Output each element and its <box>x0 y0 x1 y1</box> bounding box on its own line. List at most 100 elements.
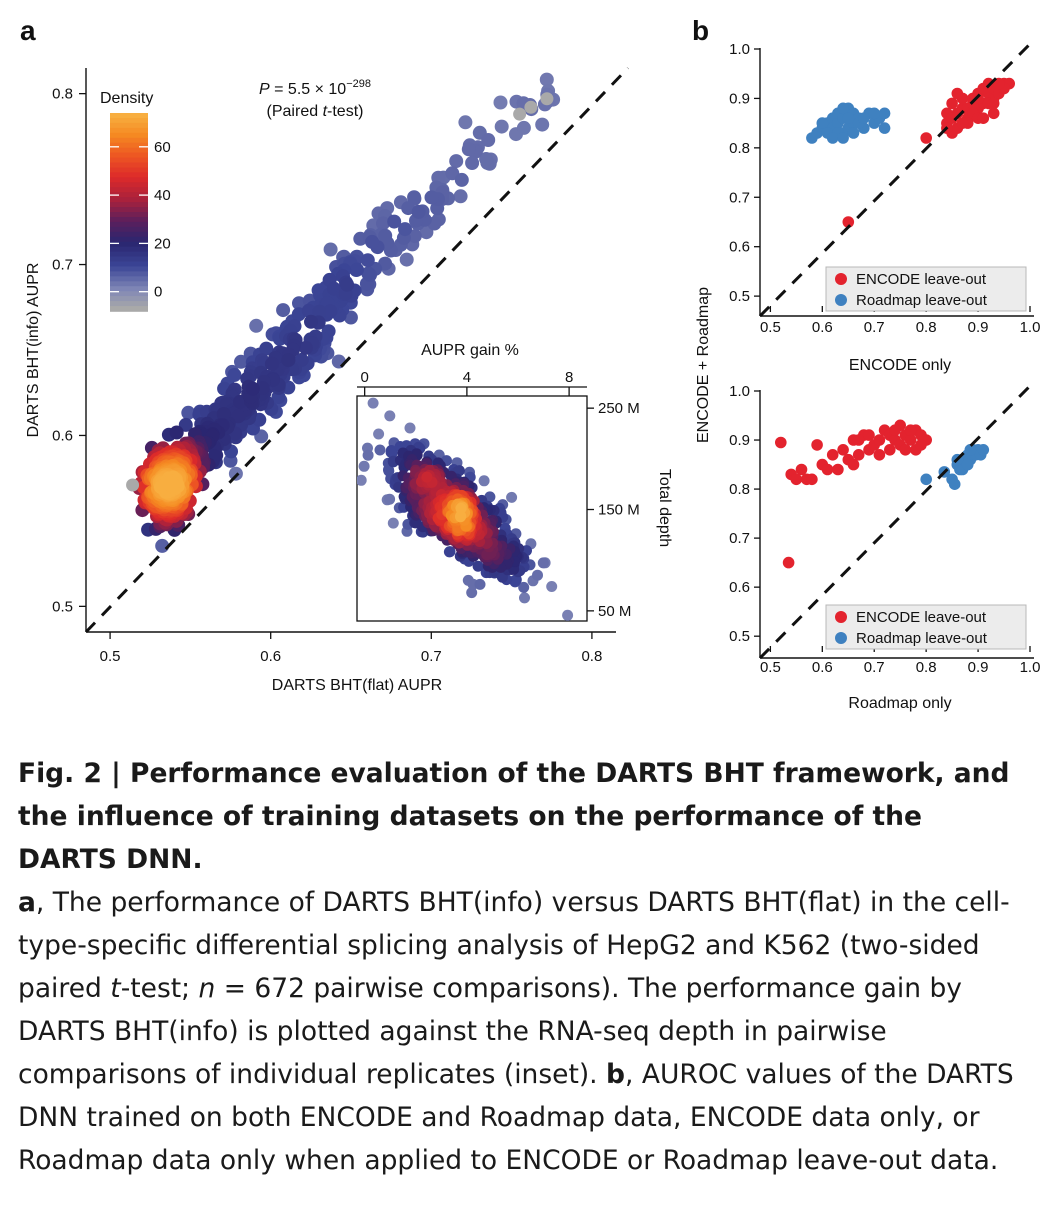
scatter-point <box>795 463 808 476</box>
axis-ticks-b-bottom: 0.5 0.6 0.7 0.8 0.9 1.0 0.5 0.6 0.7 0.8 0.9 1.0 <box>729 383 1040 676</box>
identity-line-b-top <box>758 42 1032 318</box>
scatter-point <box>276 303 291 318</box>
y-tick-label: 0.7 <box>729 189 750 206</box>
panel-label-b: b <box>692 15 709 46</box>
colorbar-swatch <box>110 187 148 193</box>
scatter-point <box>516 120 531 135</box>
scatter-point <box>832 463 844 476</box>
colorbar-swatch <box>110 246 148 253</box>
legend-swatch <box>835 611 847 623</box>
scatter-point <box>361 266 376 281</box>
caption-title: Fig. 2 | Performance evaluation of the D… <box>18 758 1010 875</box>
scatter-point <box>323 242 338 257</box>
x-axis-label-inset: AUPR gain % <box>421 342 519 359</box>
scatter-point <box>424 190 439 205</box>
inset-point <box>358 460 370 472</box>
colorbar-swatch <box>110 251 148 258</box>
inset-point <box>532 569 543 581</box>
y-tick-label: 0.7 <box>729 530 750 547</box>
outlier-point <box>126 478 140 492</box>
inset-point <box>367 397 379 409</box>
colorbar-swatch <box>110 306 148 312</box>
y-tick-label: 0.8 <box>729 481 750 498</box>
x-tick-label: 1.0 <box>1020 319 1041 336</box>
colorbar-swatch <box>110 113 148 119</box>
y-tick-label: 0.8 <box>729 140 750 157</box>
scatter-point <box>458 115 473 130</box>
inset-point <box>519 592 530 604</box>
x-axis-label-a: DARTS BHT(flat) AUPR <box>272 677 442 694</box>
x-tick-label: 0.8 <box>916 659 937 676</box>
x-tick-label: 0.9 <box>968 659 989 676</box>
x-tick-label: 0.7 <box>421 648 442 665</box>
test-close: -test) <box>327 103 363 120</box>
scatter-point <box>281 353 296 368</box>
colorbar-swatch <box>110 172 148 179</box>
legend-label: ENCODE leave-out <box>856 609 987 626</box>
colorbar-swatch <box>110 231 148 238</box>
scatter-point <box>821 463 834 476</box>
inset-point <box>455 502 467 514</box>
scatter-point <box>987 107 1000 120</box>
y-tick-label: 0.7 <box>52 257 73 274</box>
test-name-text: (Paired t-test) <box>267 103 364 120</box>
inset-point <box>384 410 396 422</box>
scatter-point <box>837 132 849 144</box>
scatter-point <box>249 318 264 333</box>
inset-point <box>385 446 397 458</box>
scatter-point <box>806 473 818 486</box>
inset-point <box>362 449 374 461</box>
colorbar-swatch <box>110 182 148 189</box>
colorbar-swatch <box>110 147 148 154</box>
y-tick-label: 0.5 <box>729 628 750 645</box>
scatter-point <box>181 405 196 420</box>
scatter-point <box>826 449 839 461</box>
scatter-point <box>298 340 313 355</box>
colorbar-swatch <box>110 266 148 273</box>
y-axis-label-b-shared: ENCODE + Roadmap <box>695 287 712 443</box>
scatter-point <box>816 117 829 129</box>
p-mantissa: = 5.5 × 10 <box>270 81 347 98</box>
x-tick-label: 0.9 <box>968 319 989 336</box>
scatter-point <box>873 434 886 446</box>
chart-a-main: 0.5 0.6 0.7 0.8 0.5 0.6 0.7 0.8 DARTS BHT(flat)… <box>25 66 630 694</box>
colorbar-swatch <box>110 152 148 159</box>
scatter-point <box>782 556 795 569</box>
x-tick-label: 0.7 <box>864 319 885 336</box>
figure-caption: Fig. 2 | Performance evaluation of the D… <box>18 752 1028 1182</box>
y-tick-label: 0.6 <box>729 239 750 256</box>
colorbar-tick-label: 0 <box>154 284 162 301</box>
y-tick-label: 0.9 <box>729 432 750 449</box>
inset-point <box>474 578 486 590</box>
inset-y-tick-label: 150 M <box>598 502 640 519</box>
scatter-point <box>790 473 803 486</box>
scatter-point <box>951 87 964 100</box>
x-tick-label: 0.6 <box>812 659 833 676</box>
scatter-point <box>378 228 393 243</box>
caption-a-n: n <box>198 973 216 1004</box>
axis-ticks-b-top: 0.5 0.6 0.7 0.8 0.9 1.0 0.5 0.6 0.7 0.8 0.9 1.0 <box>729 41 1040 336</box>
inset-y-tick-label: 250 M <box>598 400 640 417</box>
caption-a-text-1: , The performance of DARTS BHT(info) ver… <box>18 887 1010 1004</box>
p-exponent: −298 <box>346 78 371 90</box>
legend-box <box>825 266 1027 312</box>
y-tick-label: 0.5 <box>52 598 73 615</box>
scatter-point <box>858 112 870 124</box>
x-tick-label: 0.5 <box>100 648 121 665</box>
identity-line-a <box>84 66 630 634</box>
inset-point <box>472 560 484 572</box>
y-tick-label: 0.6 <box>52 427 73 444</box>
scatter-point <box>852 434 865 446</box>
scatter-point <box>340 277 355 292</box>
scatter-points-b-top <box>806 77 1015 228</box>
caption-a-t: t <box>110 973 121 1004</box>
y-tick-label: 0.8 <box>52 86 73 103</box>
inset-point <box>444 546 456 558</box>
scatter-point <box>453 189 468 204</box>
scatter-point <box>868 107 880 120</box>
scatter-point <box>915 439 927 451</box>
inset-point <box>357 474 367 486</box>
x-axis-label-b-bottom: Roadmap only <box>848 695 951 712</box>
inset-point <box>546 581 558 592</box>
inset-point <box>506 491 518 503</box>
